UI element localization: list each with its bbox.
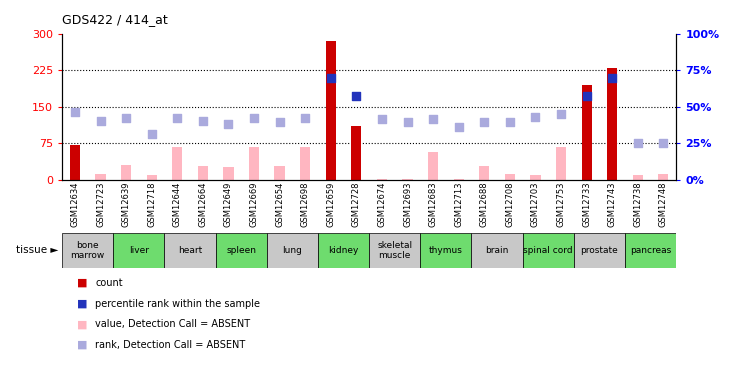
Bar [471,232,523,268]
Bar [403,179,413,180]
Text: kidney: kidney [328,246,359,255]
Text: brain: brain [485,246,509,255]
Point [556,111,567,117]
Bar [275,166,284,180]
Text: rank, Detection Call = ABSENT: rank, Detection Call = ABSENT [95,340,246,350]
Text: ■: ■ [77,278,87,288]
Bar [249,147,259,180]
Point [197,117,209,123]
Point [504,120,516,126]
Bar [625,232,676,268]
Point [453,124,465,130]
Bar [582,85,592,180]
Text: skeletal
muscle: skeletal muscle [377,241,412,260]
Bar [164,232,216,268]
Text: ■: ■ [77,320,87,329]
Point [402,118,414,124]
Bar [173,147,183,180]
Text: prostate: prostate [580,246,618,255]
Text: heart: heart [178,246,202,255]
Bar [121,165,132,180]
Point [376,116,387,122]
Bar [523,232,574,268]
Point [606,75,618,81]
Text: pancreas: pancreas [630,246,671,255]
Point [427,116,439,122]
Point [658,141,670,147]
Bar [267,232,318,268]
Bar [420,232,471,268]
Bar [480,166,490,180]
Text: liver: liver [129,246,149,255]
Point [95,117,107,123]
Bar [453,179,464,180]
Bar [531,175,540,180]
Bar [428,152,439,180]
Point [145,131,158,137]
Point [632,141,644,147]
Text: bone
marrow: bone marrow [71,241,105,260]
Text: count: count [95,278,123,288]
Bar [659,174,668,180]
Bar [607,68,617,180]
Text: spleen: spleen [226,246,257,255]
Point [581,93,593,99]
Bar [146,175,156,180]
Point [249,115,260,121]
Text: percentile rank within the sample: percentile rank within the sample [95,299,260,309]
Text: value, Detection Call = ABSENT: value, Detection Call = ABSENT [95,320,250,329]
Text: thymus: thymus [429,246,463,255]
Point [273,120,285,126]
Bar [216,232,267,268]
Point [171,115,183,121]
Point [325,75,336,81]
Text: ■: ■ [77,299,87,309]
Point [478,118,490,124]
Point [69,109,81,115]
Bar [352,126,362,180]
Bar [504,174,515,180]
Bar [62,232,113,268]
Bar [300,147,311,180]
Text: ■: ■ [77,340,87,350]
Bar [318,232,369,268]
Bar [326,41,336,180]
Point [529,114,541,120]
Text: GDS422 / 414_at: GDS422 / 414_at [62,13,168,26]
Text: spinal cord: spinal cord [523,246,573,255]
Bar [70,145,80,180]
Point [351,93,363,99]
Bar [113,232,164,268]
Bar [369,232,420,268]
Point [300,115,311,121]
Bar [556,147,566,180]
Bar [574,232,625,268]
Point [120,115,132,121]
Bar [224,167,234,180]
Point [222,121,234,127]
Bar [633,175,643,180]
Text: tissue ►: tissue ► [16,245,58,255]
Bar [377,179,387,180]
Text: lung: lung [282,246,303,255]
Bar [197,166,208,180]
Bar [95,174,106,180]
